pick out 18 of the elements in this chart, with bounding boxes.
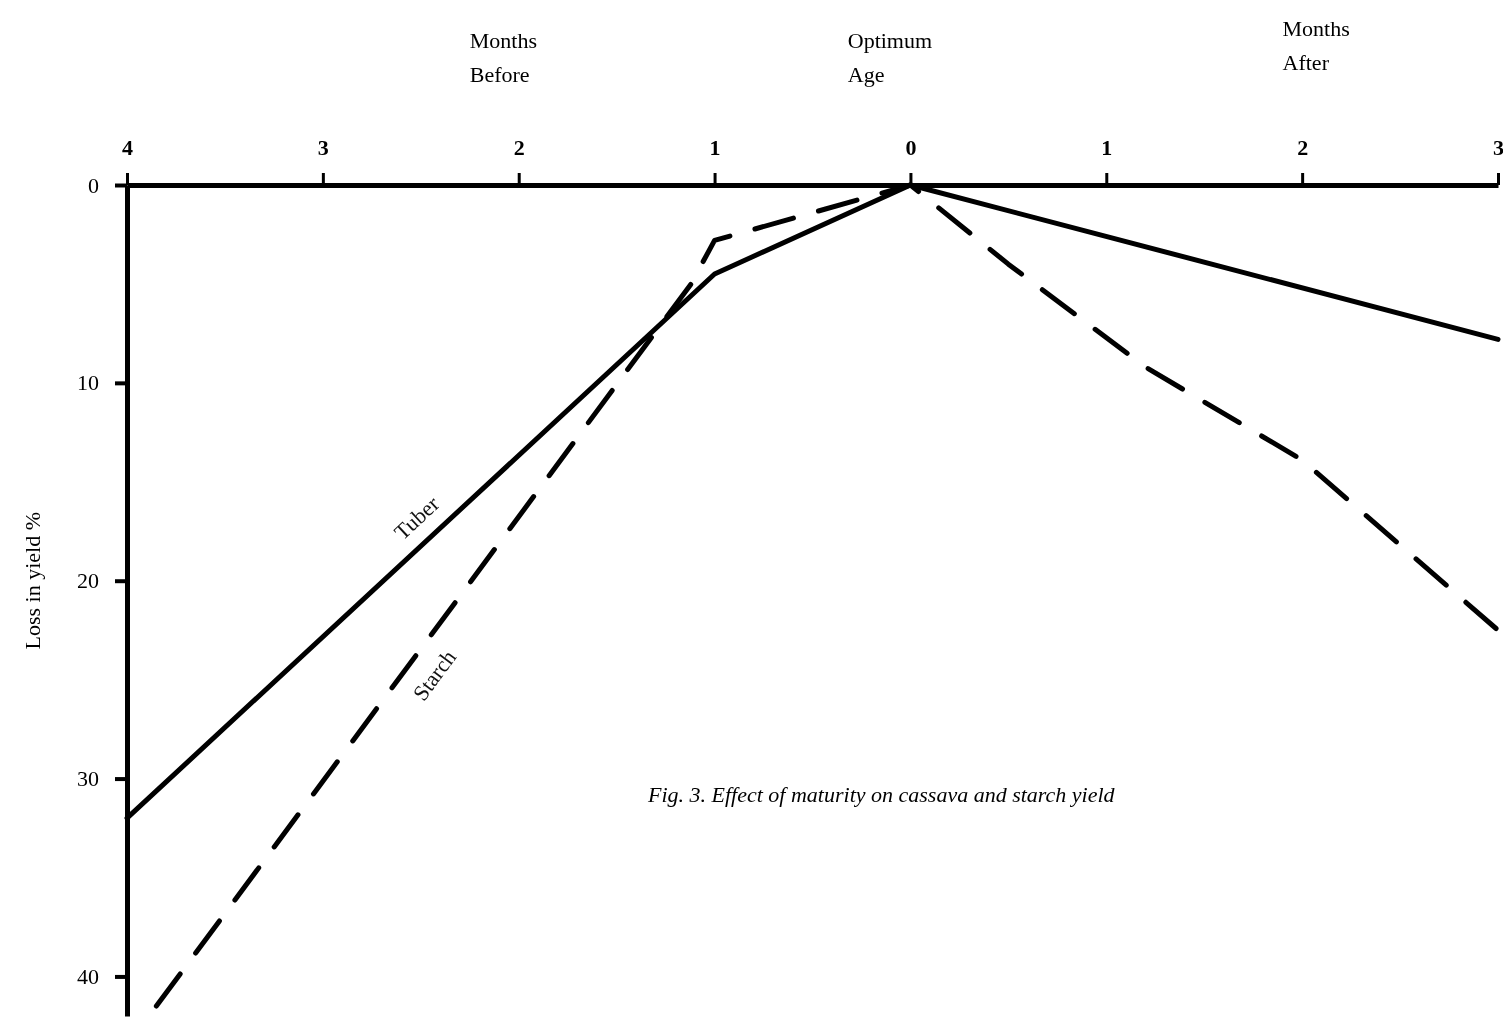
text: Months After <box>1282 16 1350 75</box>
text: Months Before <box>469 28 537 87</box>
x-tick-label: 0 <box>905 135 917 160</box>
y-tick-label: 30 <box>77 766 99 792</box>
y-tick-label: 10 <box>77 370 99 396</box>
x-tick-label: 1 <box>1101 135 1113 160</box>
text: Fig. 3. Effect of maturity on cassava and starch yield <box>647 782 1116 808</box>
y-tick-label: 40 <box>77 963 99 989</box>
y-axis-title: Loss in yield % <box>20 511 45 650</box>
x-tick-label: 2 <box>513 135 525 160</box>
x-tick-label: 3 <box>1493 135 1503 160</box>
x-tick-label: 4 <box>122 135 133 160</box>
x-tick-label: 1 <box>709 135 721 160</box>
y-tick-label: 20 <box>77 568 99 594</box>
text: Optimum Age <box>847 28 933 87</box>
y-tick-label: 0 <box>88 172 99 198</box>
x-tick-label: 3 <box>317 135 329 160</box>
x-tick-label: 2 <box>1297 135 1309 160</box>
